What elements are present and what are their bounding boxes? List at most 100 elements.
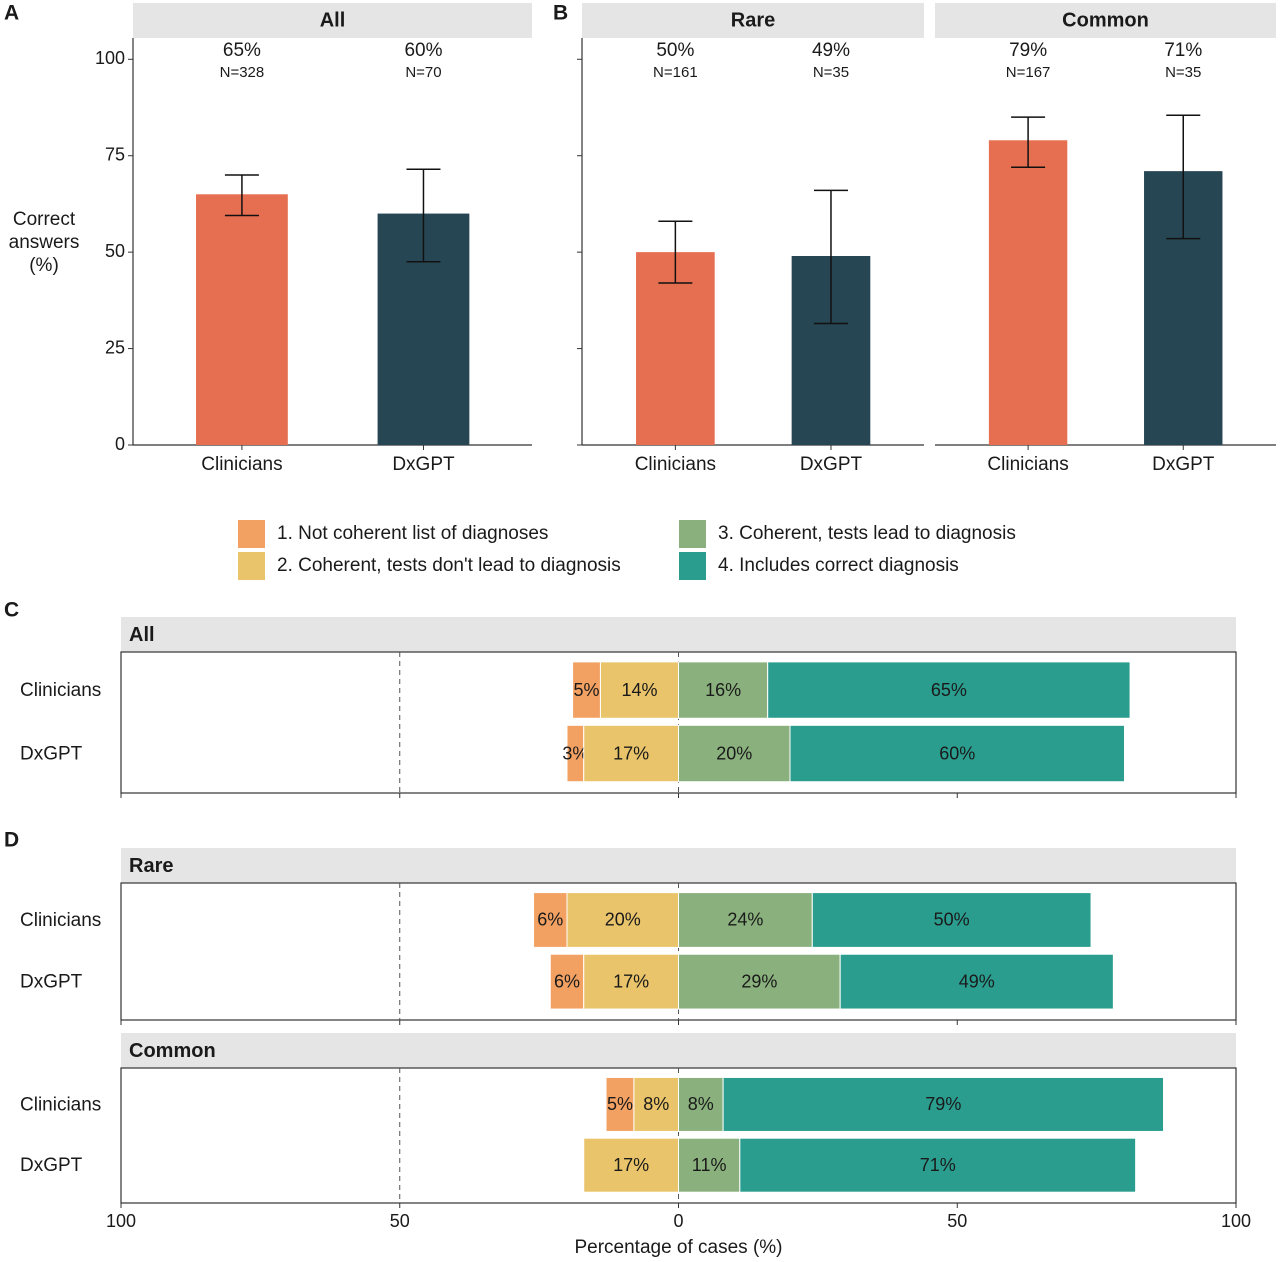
x-tick-label: DxGPT: [392, 454, 455, 475]
legend-swatch: [679, 552, 706, 580]
x-tick-label: 0: [673, 1211, 683, 1231]
x-tick-label: 50: [390, 1211, 410, 1231]
bar-segment: [767, 661, 1131, 719]
n-label: N=70: [405, 64, 441, 81]
panel-letter: C: [4, 599, 19, 622]
segment-label: 3%: [562, 743, 588, 763]
segment-label: 5%: [574, 680, 600, 700]
segment-label: 11%: [692, 1155, 727, 1175]
bar-segment: [678, 661, 769, 719]
segment-label: 17%: [613, 1155, 649, 1175]
segment-label: 6%: [554, 971, 580, 991]
bar-segment: [722, 1076, 1165, 1132]
category-label: DxGPT: [20, 1155, 83, 1176]
x-tick-label: DxGPT: [1152, 454, 1215, 475]
x-axis-label: Percentage of cases (%): [574, 1237, 782, 1258]
y-axis-label: answers: [9, 232, 80, 253]
legend-label: 2. Coherent, tests don't lead to diagnos…: [277, 555, 621, 576]
value-label: 49%: [812, 40, 850, 61]
panel-letter: D: [4, 829, 19, 852]
bar-segment: [549, 953, 585, 1010]
facet-label: Rare: [129, 855, 173, 877]
y-tick-label: 75: [105, 144, 125, 164]
category-label: Clinicians: [20, 910, 101, 931]
segment-label: 17%: [613, 743, 649, 763]
legend-swatch: [679, 520, 706, 548]
segment-label: 20%: [716, 743, 752, 763]
x-tick-label: Clinicians: [201, 454, 282, 475]
n-label: N=167: [1006, 64, 1051, 81]
value-label: 60%: [404, 40, 442, 61]
segment-label: 8%: [643, 1094, 669, 1114]
panel-letter: A: [4, 2, 19, 25]
x-tick-label: DxGPT: [800, 454, 863, 475]
x-tick-label: 50: [947, 1211, 967, 1231]
facet-label: All: [129, 624, 155, 646]
y-tick-label: 25: [105, 337, 125, 357]
segment-label: 71%: [920, 1155, 956, 1175]
x-tick-label: Clinicians: [987, 454, 1068, 475]
segment-label: 5%: [607, 1094, 633, 1114]
facet-label: All: [320, 9, 346, 31]
bar-segment: [572, 661, 601, 719]
segment-label: 8%: [688, 1094, 714, 1114]
facet-label: Common: [129, 1040, 216, 1062]
segment-label: 14%: [621, 680, 657, 700]
bar-segment: [605, 1076, 635, 1132]
facet-strip: [133, 3, 532, 38]
bar-segment: [583, 1137, 679, 1193]
bar: [988, 140, 1068, 446]
segment-label: 16%: [705, 680, 741, 700]
facet-strip: [935, 3, 1276, 38]
segment-label: 49%: [959, 971, 995, 991]
category-label: DxGPT: [20, 744, 83, 765]
bar-segment: [678, 724, 791, 783]
category-label: Clinicians: [20, 1094, 101, 1115]
y-tick-label: 0: [115, 434, 125, 454]
facet-label: Rare: [731, 9, 775, 31]
x-tick-label: Clinicians: [635, 454, 716, 475]
legend-swatch: [238, 552, 265, 580]
segment-label: 24%: [727, 910, 763, 930]
legend-swatch: [238, 520, 265, 548]
facet-strip: [121, 617, 1236, 652]
n-label: N=161: [653, 64, 698, 81]
bar-segment: [839, 953, 1114, 1010]
segment-label: 79%: [925, 1094, 961, 1114]
bar-segment: [789, 724, 1125, 783]
bar-segment: [678, 1076, 724, 1132]
segment-label: 29%: [741, 971, 777, 991]
facet-strip: [121, 1033, 1236, 1068]
segment-label: 6%: [537, 910, 563, 930]
bar: [636, 252, 715, 445]
facet-strip: [582, 3, 924, 38]
segment-label: 65%: [931, 680, 967, 700]
value-label: 79%: [1009, 40, 1047, 61]
n-label: N=35: [1165, 64, 1201, 81]
segment-label: 50%: [934, 910, 970, 930]
n-label: N=328: [220, 64, 265, 81]
value-label: 71%: [1164, 40, 1202, 61]
value-label: 50%: [656, 40, 694, 61]
bar-segment: [566, 892, 679, 948]
legend-label: 4. Includes correct diagnosis: [718, 555, 959, 576]
x-tick-label: 100: [1221, 1211, 1251, 1231]
y-axis-label: Correct: [13, 209, 76, 230]
x-tick-label: 100: [106, 1211, 136, 1231]
y-tick-label: 100: [95, 48, 125, 68]
value-label: 65%: [223, 40, 261, 61]
bar-segment: [678, 892, 813, 948]
bar-segment: [583, 953, 679, 1010]
y-axis-label: (%): [29, 255, 59, 276]
category-label: DxGPT: [20, 972, 83, 993]
bar-segment: [583, 724, 679, 783]
segment-label: 20%: [605, 910, 641, 930]
panel-letter: B: [553, 2, 568, 25]
category-label: Clinicians: [20, 680, 101, 701]
legend-label: 3. Coherent, tests lead to diagnosis: [718, 523, 1016, 544]
bar: [196, 194, 288, 445]
bar-segment: [739, 1137, 1137, 1193]
bar-segment: [811, 892, 1092, 948]
segment-label: 17%: [613, 971, 649, 991]
